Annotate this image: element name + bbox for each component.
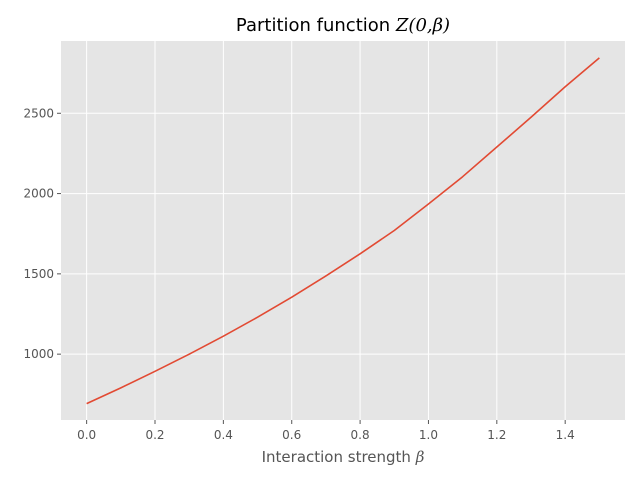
series-line — [86, 57, 600, 405]
y-tick-label: 1500 — [23, 267, 54, 281]
series-layer — [86, 57, 600, 405]
x-tick-label: 0.2 — [145, 428, 164, 442]
x-tick-label: 0.6 — [282, 428, 301, 442]
y-tick-label: 1000 — [23, 347, 54, 361]
y-tick-label: 2000 — [23, 187, 54, 201]
x-axis-label: Interaction strength β — [262, 448, 425, 466]
x-tick-label: 0.4 — [214, 428, 233, 442]
x-axis-label-math: β — [415, 448, 425, 466]
x-tick-label: 1.4 — [556, 428, 575, 442]
chart-title: Partition function Z(0,β) — [236, 15, 450, 36]
x-tick-label: 1.2 — [487, 428, 506, 442]
plot-area — [61, 41, 625, 420]
x-tick-label: 0.8 — [351, 428, 370, 442]
x-tick-label: 1.0 — [419, 428, 438, 442]
x-tick-label: 0.0 — [77, 428, 96, 442]
chart-title-math: Z(0,β) — [395, 15, 450, 36]
y-tick-label: 2500 — [23, 106, 54, 120]
y-tick-labels: 1000 1500 2000 2500 — [23, 106, 61, 361]
chart-title-text: Partition function — [236, 15, 396, 36]
x-tick-labels: 0.0 0.2 0.4 0.6 0.8 1.0 1.2 1.4 — [77, 420, 575, 442]
x-axis-label-text: Interaction strength — [262, 448, 416, 466]
grid — [61, 41, 625, 420]
